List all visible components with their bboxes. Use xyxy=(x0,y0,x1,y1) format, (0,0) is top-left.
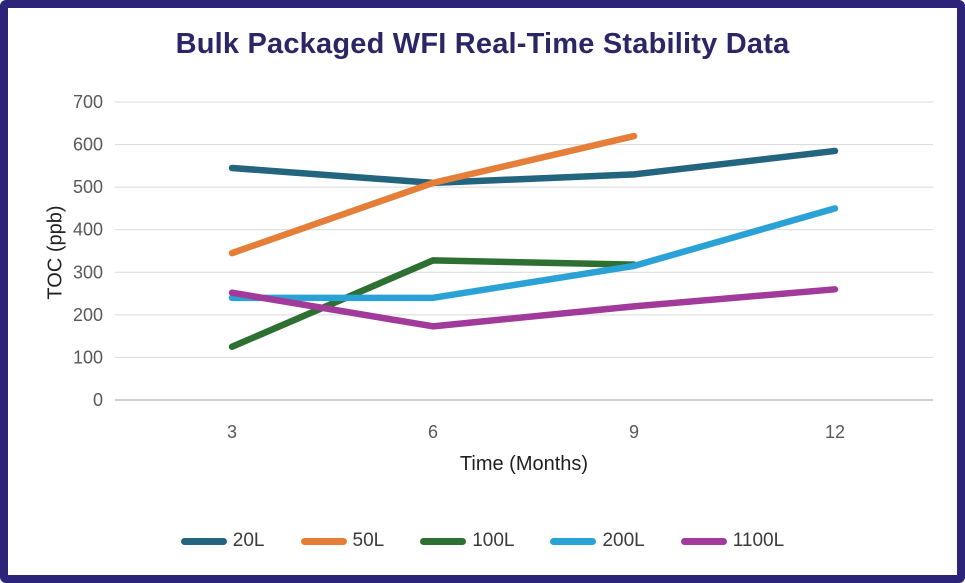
legend-item-100L[interactable]: 100L xyxy=(420,530,514,552)
legend-item-1100L[interactable]: 1100L xyxy=(680,530,785,552)
line-chart-plot-area: 0 100 200 300 400 500 600 700 3 6 9 12 xyxy=(73,92,933,442)
legend-swatch-200L xyxy=(550,537,597,545)
legend-item-20L[interactable]: 20L xyxy=(180,530,265,552)
legend-swatch-100L xyxy=(420,537,467,545)
series-line-50L[interactable] xyxy=(228,132,638,257)
x-tick-label-12: 12 xyxy=(825,422,845,442)
series-line-20L[interactable] xyxy=(228,147,839,187)
legend-swatch-50L xyxy=(300,537,347,545)
legend-label-100L: 100L xyxy=(472,530,515,551)
x-tick-label-6: 6 xyxy=(428,422,438,442)
x-tick-label-3: 3 xyxy=(227,422,237,442)
legend: 20L 50L 100L 200L 1100L xyxy=(8,526,957,556)
y-tick-label-200: 200 xyxy=(73,305,103,325)
legend-label-1100L: 1100L xyxy=(732,530,785,551)
y-tick-label-100: 100 xyxy=(73,347,103,367)
y-tick-label-600: 600 xyxy=(73,135,103,155)
legend-label-200L: 200L xyxy=(602,530,645,551)
legend-swatch-1100L xyxy=(680,537,727,545)
legend-label-20L: 20L xyxy=(232,530,265,551)
y-tick-label-400: 400 xyxy=(73,220,103,240)
y-tick-label-300: 300 xyxy=(73,262,103,282)
chart-title: Bulk Packaged WFI Real-Time Stability Da… xyxy=(175,28,790,60)
series-line-1100L[interactable] xyxy=(228,286,839,330)
y-tick-label-700: 700 xyxy=(73,92,103,112)
legend-item-50L[interactable]: 50L xyxy=(300,530,385,552)
y-tick-label-0: 0 xyxy=(93,390,103,410)
x-axis-title: Time (Months) xyxy=(459,453,589,475)
y-axis-title: TOC (ppb) xyxy=(44,205,67,300)
legend-swatch-20L xyxy=(180,537,227,545)
series-line-200L[interactable] xyxy=(228,205,839,302)
x-tick-label-9: 9 xyxy=(629,422,639,442)
legend-label-50L: 50L xyxy=(352,530,385,551)
series-line-100L[interactable] xyxy=(228,257,638,351)
legend-item-200L[interactable]: 200L xyxy=(550,530,645,552)
y-tick-label-500: 500 xyxy=(73,177,103,197)
